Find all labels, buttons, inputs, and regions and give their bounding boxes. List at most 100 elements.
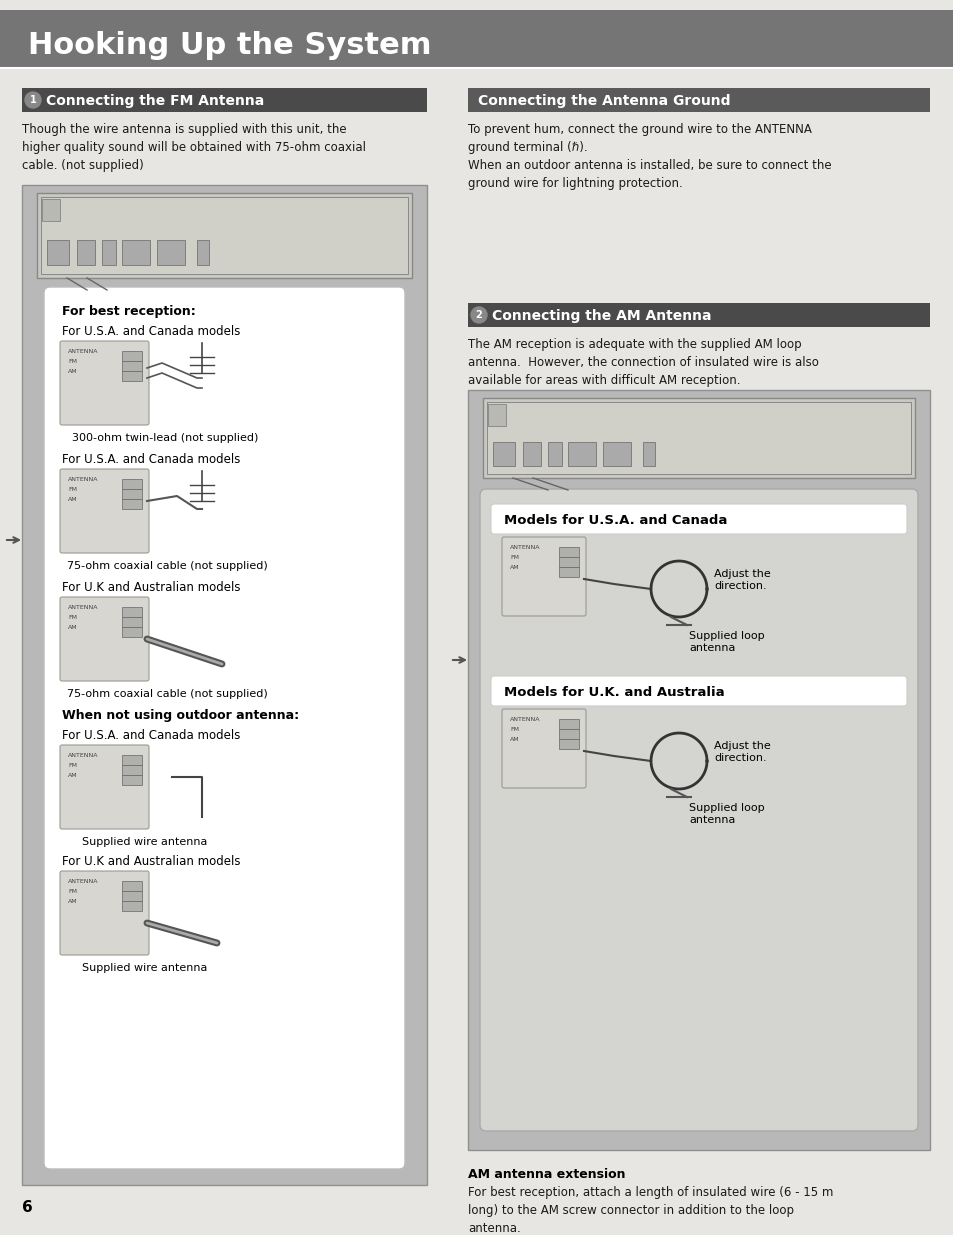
Text: AM: AM [510, 737, 519, 742]
Text: For U.S.A. and Canada models: For U.S.A. and Canada models [62, 325, 240, 338]
Text: ANTENNA: ANTENNA [68, 753, 98, 758]
FancyBboxPatch shape [501, 537, 585, 616]
Text: AM: AM [68, 625, 77, 630]
FancyBboxPatch shape [122, 764, 142, 776]
Text: 300-ohm twin-lead (not supplied): 300-ohm twin-lead (not supplied) [71, 433, 258, 443]
Text: ANTENNA: ANTENNA [68, 605, 98, 610]
FancyBboxPatch shape [22, 185, 427, 1186]
Text: ANTENNA: ANTENNA [510, 545, 540, 550]
Text: For U.K and Australian models: For U.K and Australian models [62, 580, 240, 594]
Text: FM: FM [68, 889, 77, 894]
Text: Adjust the
direction.: Adjust the direction. [713, 741, 770, 762]
Text: Models for U.K. and Australia: Models for U.K. and Australia [503, 685, 724, 699]
FancyBboxPatch shape [468, 390, 929, 1150]
FancyBboxPatch shape [482, 398, 914, 478]
FancyBboxPatch shape [122, 240, 150, 266]
FancyBboxPatch shape [491, 504, 906, 534]
FancyBboxPatch shape [122, 618, 142, 627]
Text: For U.S.A. and Canada models: For U.S.A. and Canada models [62, 729, 240, 742]
Text: For U.K and Australian models: For U.K and Australian models [62, 855, 240, 868]
Text: The AM reception is adequate with the supplied AM loop
antenna.  However, the co: The AM reception is adequate with the su… [468, 338, 818, 387]
Text: Supplied wire antenna: Supplied wire antenna [82, 963, 207, 973]
FancyBboxPatch shape [0, 10, 953, 68]
FancyBboxPatch shape [488, 404, 505, 426]
FancyBboxPatch shape [122, 776, 142, 785]
Text: AM: AM [68, 369, 77, 374]
FancyBboxPatch shape [196, 240, 209, 266]
FancyBboxPatch shape [122, 361, 142, 370]
Text: AM: AM [510, 564, 519, 571]
Text: Hooking Up the System: Hooking Up the System [28, 31, 431, 61]
Text: AM: AM [68, 899, 77, 904]
FancyBboxPatch shape [22, 88, 427, 112]
Text: AM antenna extension: AM antenna extension [468, 1168, 625, 1181]
FancyBboxPatch shape [77, 240, 95, 266]
FancyBboxPatch shape [157, 240, 185, 266]
FancyBboxPatch shape [567, 442, 596, 466]
Circle shape [471, 308, 486, 324]
Text: Though the wire antenna is supplied with this unit, the
higher quality sound wil: Though the wire antenna is supplied with… [22, 124, 366, 172]
FancyBboxPatch shape [122, 606, 142, 618]
FancyBboxPatch shape [501, 709, 585, 788]
Text: FM: FM [510, 555, 518, 559]
Text: Models for U.S.A. and Canada: Models for U.S.A. and Canada [503, 514, 726, 526]
Text: 75-ohm coaxial cable (not supplied): 75-ohm coaxial cable (not supplied) [67, 561, 268, 571]
Text: For best reception:: For best reception: [62, 305, 195, 317]
FancyBboxPatch shape [468, 88, 929, 112]
FancyBboxPatch shape [602, 442, 630, 466]
FancyBboxPatch shape [122, 370, 142, 382]
Text: For best reception, attach a length of insulated wire (6 - 15 m
long) to the AM : For best reception, attach a length of i… [468, 1186, 833, 1235]
Text: FM: FM [68, 763, 77, 768]
FancyBboxPatch shape [122, 499, 142, 509]
Text: Adjust the
direction.: Adjust the direction. [713, 569, 770, 590]
Text: AM: AM [68, 496, 77, 501]
Text: When not using outdoor antenna:: When not using outdoor antenna: [62, 709, 299, 722]
FancyBboxPatch shape [60, 597, 149, 680]
FancyBboxPatch shape [522, 442, 540, 466]
FancyBboxPatch shape [60, 871, 149, 955]
FancyBboxPatch shape [491, 676, 906, 706]
Text: ANTENNA: ANTENNA [510, 718, 540, 722]
FancyBboxPatch shape [122, 627, 142, 637]
FancyBboxPatch shape [479, 489, 917, 1131]
Text: Supplied wire antenna: Supplied wire antenna [82, 837, 207, 847]
Text: FM: FM [68, 615, 77, 620]
Text: Supplied loop
antenna: Supplied loop antenna [688, 803, 763, 825]
Text: ANTENNA: ANTENNA [68, 477, 98, 482]
FancyBboxPatch shape [122, 479, 142, 489]
FancyBboxPatch shape [60, 469, 149, 553]
FancyBboxPatch shape [558, 729, 578, 739]
Text: 6: 6 [22, 1200, 32, 1215]
Text: 1: 1 [30, 95, 36, 105]
FancyBboxPatch shape [44, 287, 405, 1170]
FancyBboxPatch shape [122, 890, 142, 902]
FancyBboxPatch shape [558, 719, 578, 729]
FancyBboxPatch shape [42, 199, 60, 221]
FancyBboxPatch shape [122, 755, 142, 764]
Text: AM: AM [68, 773, 77, 778]
Text: ANTENNA: ANTENNA [68, 350, 98, 354]
FancyBboxPatch shape [60, 341, 149, 425]
FancyBboxPatch shape [468, 303, 929, 327]
Text: Supplied loop
antenna: Supplied loop antenna [688, 631, 763, 652]
FancyBboxPatch shape [122, 902, 142, 911]
Text: FM: FM [68, 359, 77, 364]
FancyBboxPatch shape [37, 193, 412, 278]
Text: Connecting the Antenna Ground: Connecting the Antenna Ground [477, 94, 730, 107]
FancyBboxPatch shape [547, 442, 561, 466]
FancyBboxPatch shape [558, 547, 578, 557]
Text: FM: FM [68, 487, 77, 492]
Text: Connecting the AM Antenna: Connecting the AM Antenna [492, 309, 711, 324]
Text: FM: FM [510, 727, 518, 732]
FancyBboxPatch shape [493, 442, 515, 466]
FancyBboxPatch shape [122, 881, 142, 890]
FancyBboxPatch shape [47, 240, 69, 266]
Text: 75-ohm coaxial cable (not supplied): 75-ohm coaxial cable (not supplied) [67, 689, 268, 699]
FancyBboxPatch shape [122, 351, 142, 361]
Circle shape [25, 91, 41, 107]
Text: Connecting the FM Antenna: Connecting the FM Antenna [46, 94, 264, 107]
FancyBboxPatch shape [642, 442, 655, 466]
FancyBboxPatch shape [122, 489, 142, 499]
FancyBboxPatch shape [486, 403, 910, 474]
Text: To prevent hum, connect the ground wire to the ANTENNA
ground terminal (ℏ).
When: To prevent hum, connect the ground wire … [468, 124, 831, 190]
